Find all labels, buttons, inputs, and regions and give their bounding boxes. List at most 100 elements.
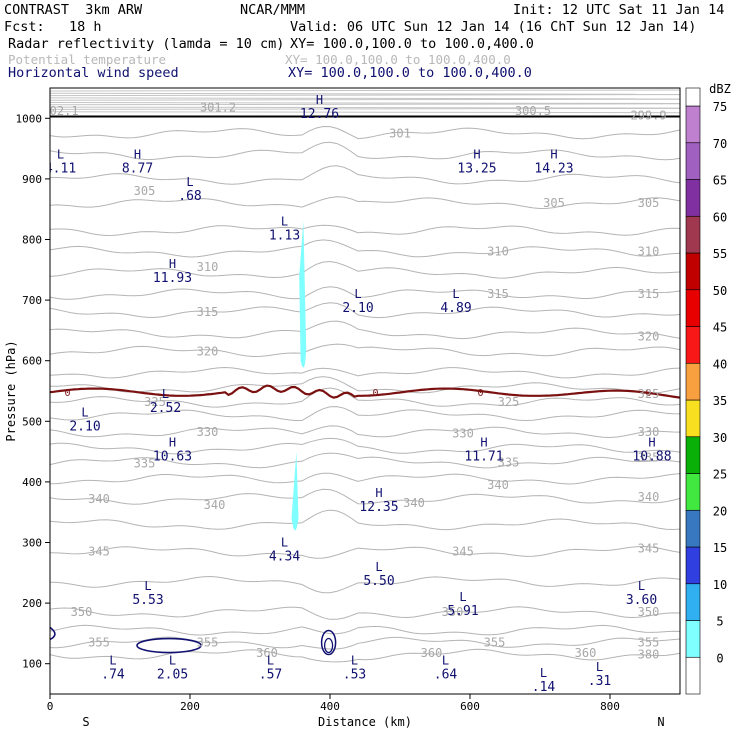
theta-label: 325	[638, 387, 660, 401]
theta-label: 345	[88, 545, 110, 559]
wind-extremum-value: .14	[532, 680, 556, 695]
colorbar-level-label: 5	[716, 615, 723, 629]
theta-line	[50, 636, 680, 650]
wind-extremum-value: 5.50	[363, 574, 394, 589]
theta-label: 360	[256, 646, 278, 660]
freezing-level-label: 0	[372, 388, 378, 399]
colorbar-level-label: 45	[713, 321, 727, 335]
wind-extremum-type: L	[459, 590, 466, 604]
theta-line	[50, 425, 680, 439]
colorbar-swatch	[685, 179, 701, 217]
theta-line	[50, 260, 680, 279]
theta-line	[50, 97, 680, 100]
wind-contour	[136, 637, 202, 654]
freezing-level-label: 0	[645, 388, 651, 399]
wind-extremum-value: 11.71	[464, 450, 503, 465]
y-tick-label: 1000	[16, 112, 43, 125]
theta-line	[50, 437, 680, 455]
colorbar-level-label: 50	[713, 284, 727, 298]
y-tick-label: 400	[22, 476, 42, 489]
theta-line	[50, 509, 680, 531]
wind-extremum-type: L	[351, 654, 358, 668]
wind-extremum-value: 10.63	[153, 450, 192, 465]
wind-extremum-type: L	[442, 654, 449, 668]
theta-line	[50, 376, 680, 394]
theta-label: 315	[197, 305, 219, 319]
wind-contour	[323, 637, 334, 654]
colorbar-swatch	[685, 620, 701, 658]
south-label: S	[82, 715, 89, 729]
colorbar-unit: dBZ	[709, 82, 731, 96]
field-wind-xy: XY= 100.0,100.0 to 100.0,400.0	[288, 65, 532, 81]
theta-line	[50, 320, 680, 340]
colorbar-swatch	[685, 362, 701, 401]
wind-extremum-type: H	[316, 93, 323, 107]
wind-contour	[50, 626, 56, 641]
wind-extremum-type: L	[354, 287, 361, 301]
colorbar-swatch	[685, 546, 701, 585]
wind-extremum-value: 2.52	[150, 401, 181, 416]
colorbar-level-label: 0	[716, 651, 723, 665]
theta-label: 310	[487, 245, 509, 259]
wind-extremum-type: H	[134, 148, 141, 162]
valid-time: Valid: 06 UTC Sun 12 Jan 14 (16 ChT Sun …	[290, 19, 697, 35]
theta-label: 360	[575, 646, 597, 660]
theta-label: 355	[197, 635, 219, 649]
x-tick-label: 0	[47, 700, 54, 713]
theta-label: 380	[638, 648, 660, 662]
colorbar: dBZ 0 5 10 15 20 25 30 35 40 45 50 55 60 65 70 75	[685, 82, 731, 695]
theta-label: 345	[452, 545, 474, 559]
wind-extremum-type: L	[452, 287, 459, 301]
wind-extremum-value: 4.89	[440, 301, 471, 316]
colorbar-level-label: 35	[713, 394, 727, 408]
theta-line	[50, 624, 680, 636]
wind-extremum-value: 10.88	[632, 450, 671, 465]
wind-contour	[320, 629, 337, 656]
x-tick-label: 800	[600, 700, 620, 713]
theta-label: 355	[88, 635, 110, 649]
theta-contours	[50, 89, 680, 663]
colorbar-swatch	[685, 252, 701, 291]
freezing-level-label: 0	[477, 388, 483, 399]
y-tick-label: 900	[22, 173, 42, 186]
wind-extremum-value: .57	[259, 668, 282, 683]
colorbar-level-label: 30	[713, 431, 727, 445]
colorbar-top	[685, 87, 701, 107]
theta-line	[50, 343, 680, 358]
wind-extremum-type: H	[473, 148, 480, 162]
theta-line	[50, 488, 680, 505]
theta-label: 315	[638, 287, 660, 301]
theta-line	[50, 141, 680, 161]
theta-label: 305	[638, 196, 660, 210]
theta-line	[50, 106, 680, 109]
theta-line	[50, 111, 680, 114]
wind-extremum-value: 14.23	[534, 162, 573, 177]
wind-extremum-type: L	[162, 387, 169, 401]
colorbar-swatch	[685, 399, 701, 438]
field-reflectivity-xy: XY= 100.0,100.0 to 100.0,400.0	[290, 36, 534, 52]
colorbar-swatch	[685, 289, 701, 327]
theta-label: 335	[498, 456, 520, 470]
field-wind-name: Horizontal wind speed	[8, 65, 179, 81]
reflectivity-fill	[291, 221, 307, 531]
theta-line	[50, 94, 680, 97]
theta-label: 305	[543, 196, 565, 210]
theta-line	[50, 606, 680, 620]
colorbar-swatch	[685, 142, 701, 180]
y-tick-label: 800	[22, 234, 42, 247]
theta-line	[50, 452, 680, 469]
wind-extremum-type: H	[550, 148, 557, 162]
wind-extremum-value: 12.76	[300, 107, 339, 122]
model-title: CONTRAST 3km ARW	[4, 2, 143, 18]
freezing-level-line	[50, 384, 680, 399]
theta-line	[50, 366, 680, 379]
theta-label: 305	[134, 184, 156, 198]
y-tick-label: 200	[22, 597, 42, 610]
x-axis-label: Distance (km)	[318, 715, 412, 729]
theta-label: 345	[638, 542, 660, 556]
wind-extremum-type: H	[648, 436, 655, 450]
wind-contours	[50, 626, 337, 656]
theta-label: 350	[442, 605, 464, 619]
colorbar-level-label: 60	[713, 210, 727, 224]
